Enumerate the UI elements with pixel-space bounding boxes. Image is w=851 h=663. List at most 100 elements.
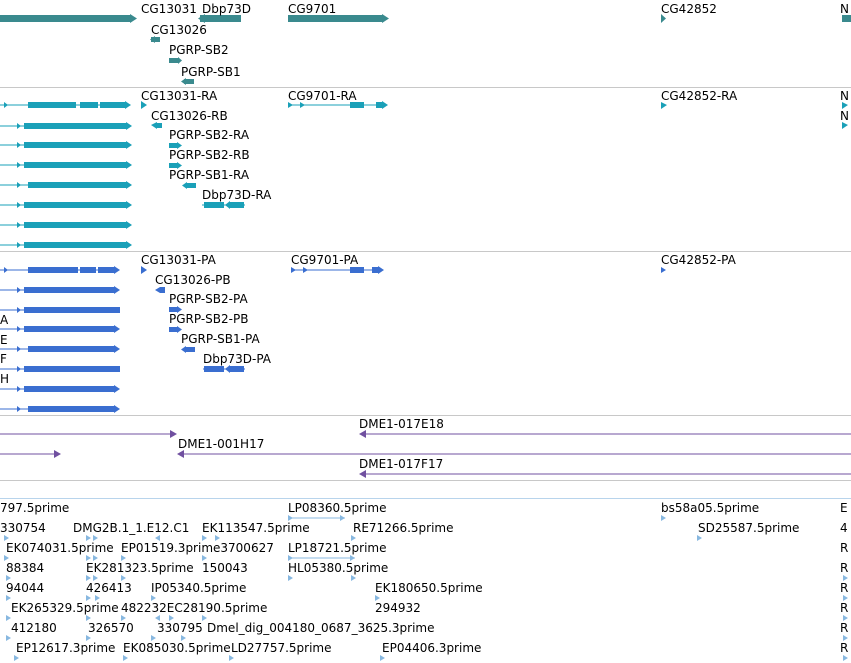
est-feature[interactable] [340, 515, 345, 521]
clone-label[interactable]: DME1-001H17 [178, 437, 265, 451]
protein-label[interactable]: H [0, 372, 10, 386]
est-label[interactable]: DMG2B.1_1.E12.C1 [73, 521, 190, 535]
gene-label[interactable]: CG13031 [141, 2, 197, 16]
est-label[interactable]: 94044 [6, 581, 45, 595]
est-feature[interactable] [288, 555, 293, 561]
transcript-feature[interactable] [157, 123, 162, 128]
est-label[interactable]: R [840, 541, 849, 555]
gene-feature[interactable] [842, 15, 851, 22]
transcript-feature[interactable] [169, 162, 182, 169]
est-label[interactable]: EK074031.5prime [6, 541, 114, 555]
gene-feature[interactable] [151, 37, 160, 42]
est-label[interactable]: 482232EC28190.5prime [121, 601, 268, 615]
est-label[interactable]: 150043 [202, 561, 248, 575]
gene-feature[interactable] [178, 57, 182, 64]
est-label[interactable]: 4 [840, 521, 848, 535]
est-feature[interactable] [843, 635, 848, 641]
protein-feature[interactable] [661, 267, 666, 273]
protein-row[interactable] [0, 385, 120, 393]
clone-feature[interactable] [359, 470, 851, 478]
est-label[interactable]: EP01519.3prime3700627 [121, 541, 274, 555]
est-feature[interactable] [155, 615, 160, 621]
protein-label[interactable]: PGRP-SB2-PB [169, 312, 249, 326]
gene-feature[interactable] [169, 58, 178, 63]
est-feature[interactable] [375, 595, 380, 601]
gene-label[interactable]: CG13026 [151, 23, 207, 37]
transcript-feature[interactable] [202, 201, 245, 209]
est-feature[interactable] [215, 535, 220, 541]
est-label[interactable]: RE71266.5prime [353, 521, 454, 535]
est-label[interactable]: R [840, 621, 849, 635]
est-label[interactable]: Dmel_dig_004180_0687_3625.3prime [207, 621, 435, 635]
clone-feature[interactable] [177, 450, 851, 458]
gene-label[interactable]: PGRP-SB2 [169, 43, 229, 57]
est-feature[interactable] [169, 615, 174, 621]
est-label[interactable]: 330754 [0, 521, 46, 535]
transcript-row[interactable] [0, 221, 132, 229]
est-feature[interactable] [351, 575, 356, 581]
protein-row[interactable] [0, 366, 120, 372]
transcript-feature[interactable] [842, 122, 848, 129]
est-feature[interactable] [843, 615, 848, 621]
transcript-row[interactable] [0, 161, 132, 169]
est-label[interactable]: 412180 [11, 621, 57, 635]
est-label[interactable]: R [840, 581, 849, 595]
protein-label[interactable]: CG42852-PA [661, 253, 736, 267]
transcript-feature[interactable] [141, 101, 147, 109]
protein-feature[interactable] [169, 326, 182, 333]
est-label[interactable]: 294932 [375, 601, 421, 615]
transcript-label[interactable]: CG42852-RA [661, 89, 738, 103]
transcript-feature[interactable] [661, 102, 667, 109]
est-feature[interactable] [121, 575, 126, 581]
est-label[interactable]: 330795 [157, 621, 203, 635]
est-feature[interactable] [351, 535, 356, 541]
est-feature[interactable] [93, 555, 98, 561]
est-feature[interactable] [288, 515, 293, 521]
protein-label[interactable]: CG9701-PA [291, 253, 359, 267]
est-label[interactable]: 88384 [6, 561, 45, 575]
est-label[interactable]: 326570 [88, 621, 134, 635]
est-feature[interactable] [86, 555, 91, 561]
protein-feature[interactable] [141, 266, 147, 274]
est-label[interactable]: R [840, 601, 849, 615]
est-feature[interactable] [151, 595, 156, 601]
est-label[interactable]: EK113547.5prime [202, 521, 310, 535]
est-label[interactable]: LP08360.5prime [288, 501, 387, 515]
transcript-feature[interactable] [169, 142, 182, 149]
gene-label[interactable]: Dbp73D [202, 2, 251, 16]
transcript-feature[interactable] [288, 101, 388, 109]
transcript-label[interactable]: CG13026-RB [151, 109, 228, 123]
est-label[interactable]: SD25587.5prime [698, 521, 800, 535]
protein-label[interactable]: PGRP-SB1-PA [181, 332, 260, 346]
est-feature[interactable] [843, 595, 848, 601]
clone-feature[interactable] [0, 430, 177, 438]
est-feature[interactable] [121, 615, 126, 621]
protein-label[interactable]: E [0, 333, 8, 347]
est-feature[interactable] [6, 635, 11, 641]
est-feature[interactable] [123, 655, 128, 661]
est-feature[interactable] [380, 655, 385, 661]
transcript-label[interactable]: CG13031-RA [141, 89, 218, 103]
est-label[interactable]: LD27757.5prime [231, 641, 332, 655]
est-label[interactable]: EK281323.5prime [86, 561, 194, 575]
clone-label[interactable]: DME1-017F17 [359, 457, 444, 471]
gene-feature[interactable] [661, 14, 666, 23]
transcript-label[interactable]: PGRP-SB1-RA [169, 168, 250, 182]
est-label[interactable]: EP12617.3prime [16, 641, 116, 655]
transcript-row[interactable] [0, 181, 132, 189]
est-feature[interactable] [93, 575, 98, 581]
est-label[interactable]: HL05380.5prime [288, 561, 389, 575]
est-feature[interactable] [86, 575, 91, 581]
gene-feature[interactable] [288, 15, 382, 22]
protein-row[interactable] [0, 345, 120, 353]
transcript-feature[interactable] [842, 102, 848, 109]
gene-label[interactable]: PGRP-SB1 [181, 65, 241, 79]
gene-label[interactable]: CG42852 [661, 2, 717, 16]
est-feature[interactable] [14, 655, 19, 661]
est-feature[interactable] [288, 575, 293, 581]
gene-feature[interactable] [0, 15, 130, 22]
protein-label[interactable]: A [0, 313, 9, 327]
gene-feature[interactable] [184, 79, 194, 84]
transcript-label[interactable]: CG9701-RA [288, 89, 357, 103]
est-label[interactable]: EP04406.3prime [382, 641, 482, 655]
